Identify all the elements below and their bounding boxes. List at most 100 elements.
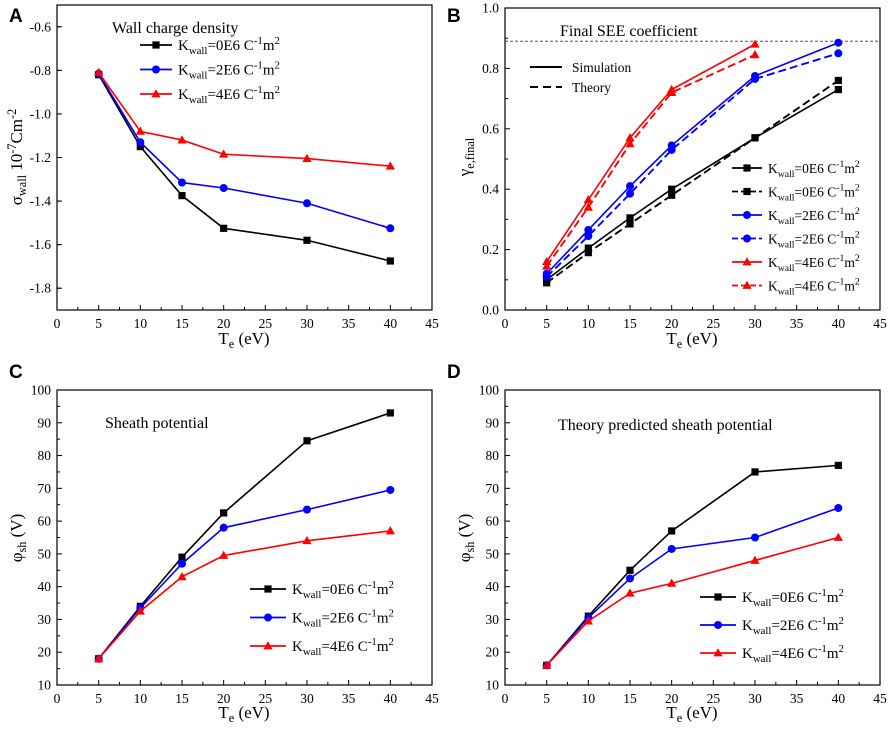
data-point-marker bbox=[583, 194, 593, 204]
x-tick-label: 45 bbox=[873, 316, 887, 331]
y-tick-label: 80 bbox=[38, 448, 52, 463]
data-point-marker bbox=[303, 437, 311, 445]
legend-marker bbox=[264, 585, 272, 593]
data-point-marker bbox=[834, 504, 843, 512]
y-tick-label: 1.0 bbox=[482, 1, 499, 16]
y-tick-label: 10 bbox=[38, 678, 52, 693]
data-point-marker bbox=[750, 39, 760, 48]
legend-marker bbox=[264, 613, 272, 622]
y-tick-label: 40 bbox=[486, 579, 500, 594]
y-tick-label: 70 bbox=[38, 481, 52, 496]
y-tick-label: 50 bbox=[38, 546, 52, 561]
data-point-marker bbox=[751, 74, 759, 83]
x-tick-label: 25 bbox=[707, 316, 721, 331]
data-point-marker bbox=[584, 249, 592, 257]
data-point-marker bbox=[386, 409, 394, 417]
y-tick-label: 30 bbox=[486, 612, 500, 627]
legend-marker bbox=[714, 593, 722, 601]
y-axis-title: φsh (V) bbox=[455, 514, 477, 563]
plot-frame bbox=[504, 389, 881, 686]
panel-d: D 0 5 10 15 20 25 30 35 40 45 10 20 30 40 50 60 70 80 90 100… bbox=[447, 362, 887, 725]
x-tick-label: 30 bbox=[748, 691, 762, 706]
x-axis-title: Te (eV) bbox=[218, 703, 269, 725]
x-tick-label: 0 bbox=[54, 691, 61, 706]
series-line bbox=[546, 464, 839, 666]
legend-label: Kwall=4E6 C-1m2 bbox=[742, 643, 844, 665]
series-line bbox=[97, 73, 391, 230]
legend-label: Kwall=2E6 C-1m2 bbox=[768, 230, 860, 251]
y-tick-label: 80 bbox=[486, 448, 500, 463]
legend-label: Kwall=0E6 C-1m2 bbox=[178, 35, 280, 57]
series-line bbox=[98, 72, 391, 168]
data-point-marker bbox=[834, 85, 842, 94]
panel-letter: D bbox=[447, 362, 461, 383]
data-point-marker bbox=[667, 87, 677, 96]
panel-letter: B bbox=[447, 6, 461, 27]
series-line bbox=[98, 530, 391, 660]
series-line bbox=[546, 52, 839, 278]
y-tick-label: 30 bbox=[38, 612, 52, 627]
x-tick-label: 15 bbox=[175, 691, 189, 706]
data-point-marker bbox=[302, 153, 312, 162]
x-tick-label: 20 bbox=[217, 691, 231, 706]
y-tick-label: 100 bbox=[31, 383, 52, 398]
y-tick-label: 70 bbox=[486, 481, 500, 496]
x-tick-label: 10 bbox=[582, 316, 596, 331]
data-point-marker bbox=[542, 261, 552, 270]
data-point-marker bbox=[178, 553, 186, 561]
data-point-marker bbox=[94, 67, 104, 76]
data-point-marker bbox=[626, 574, 634, 583]
x-tick-label: 20 bbox=[665, 691, 679, 706]
data-point-marker bbox=[303, 505, 311, 514]
legend-marker bbox=[742, 257, 752, 266]
y-tick-label: -0.6 bbox=[30, 19, 52, 34]
legend-label: Kwall=2E6 C-1m2 bbox=[742, 615, 844, 637]
data-point-marker bbox=[385, 526, 395, 535]
data-point-marker bbox=[385, 161, 395, 170]
series-line bbox=[546, 43, 756, 263]
data-point-marker bbox=[220, 509, 228, 517]
data-point-marker bbox=[625, 139, 635, 148]
x-tick-label: 30 bbox=[748, 316, 762, 331]
data-point-marker bbox=[220, 224, 228, 232]
data-point-marker bbox=[177, 135, 187, 144]
data-point-marker bbox=[750, 50, 760, 59]
data-point-marker bbox=[583, 616, 593, 625]
x-tick-label: 15 bbox=[623, 316, 637, 331]
data-point-marker bbox=[135, 606, 145, 615]
x-tick-label: 0 bbox=[502, 316, 509, 331]
data-point-marker bbox=[834, 49, 843, 58]
data-point-marker bbox=[626, 189, 634, 198]
panel-a: A 0 5 10 15 20 25 30 35 40 45 -0.6 -0.8 -1.0 -1.2 -1.4 -… bbox=[5, 4, 439, 351]
panel-title: Theory predicted sheath potential bbox=[558, 417, 773, 434]
y-tick-label: 20 bbox=[486, 645, 500, 660]
data-point-marker bbox=[625, 588, 635, 597]
legend-label: Kwall=0E6 C-1m2 bbox=[292, 579, 394, 601]
x-tick-label: 35 bbox=[790, 316, 804, 331]
data-point-marker bbox=[386, 257, 394, 265]
y-tick-label: 100 bbox=[479, 383, 500, 398]
legend-marker bbox=[152, 65, 160, 74]
x-tick-label: 5 bbox=[95, 316, 102, 331]
series-line bbox=[97, 74, 391, 262]
series-line bbox=[98, 489, 391, 660]
x-tick-label: 30 bbox=[300, 316, 314, 331]
panel-title: Wall charge density bbox=[112, 20, 238, 37]
legend-label: Kwall=4E6 C-1m2 bbox=[292, 636, 394, 658]
data-point-marker bbox=[751, 134, 759, 142]
x-tick-label: 0 bbox=[54, 316, 61, 331]
data-point-marker bbox=[303, 199, 311, 208]
style-legend-label: Theory bbox=[572, 80, 611, 95]
data-point-marker bbox=[178, 178, 186, 187]
legend-marker bbox=[743, 211, 751, 219]
data-point-marker bbox=[135, 126, 145, 135]
data-point-marker bbox=[751, 533, 759, 542]
x-axis-title: Te (eV) bbox=[666, 703, 717, 725]
legend-marker bbox=[263, 641, 273, 650]
y-tick-label: 60 bbox=[486, 514, 500, 529]
data-point-marker bbox=[834, 76, 842, 85]
data-point-marker bbox=[178, 559, 186, 568]
series-line bbox=[98, 412, 391, 660]
data-point-marker bbox=[302, 535, 312, 545]
